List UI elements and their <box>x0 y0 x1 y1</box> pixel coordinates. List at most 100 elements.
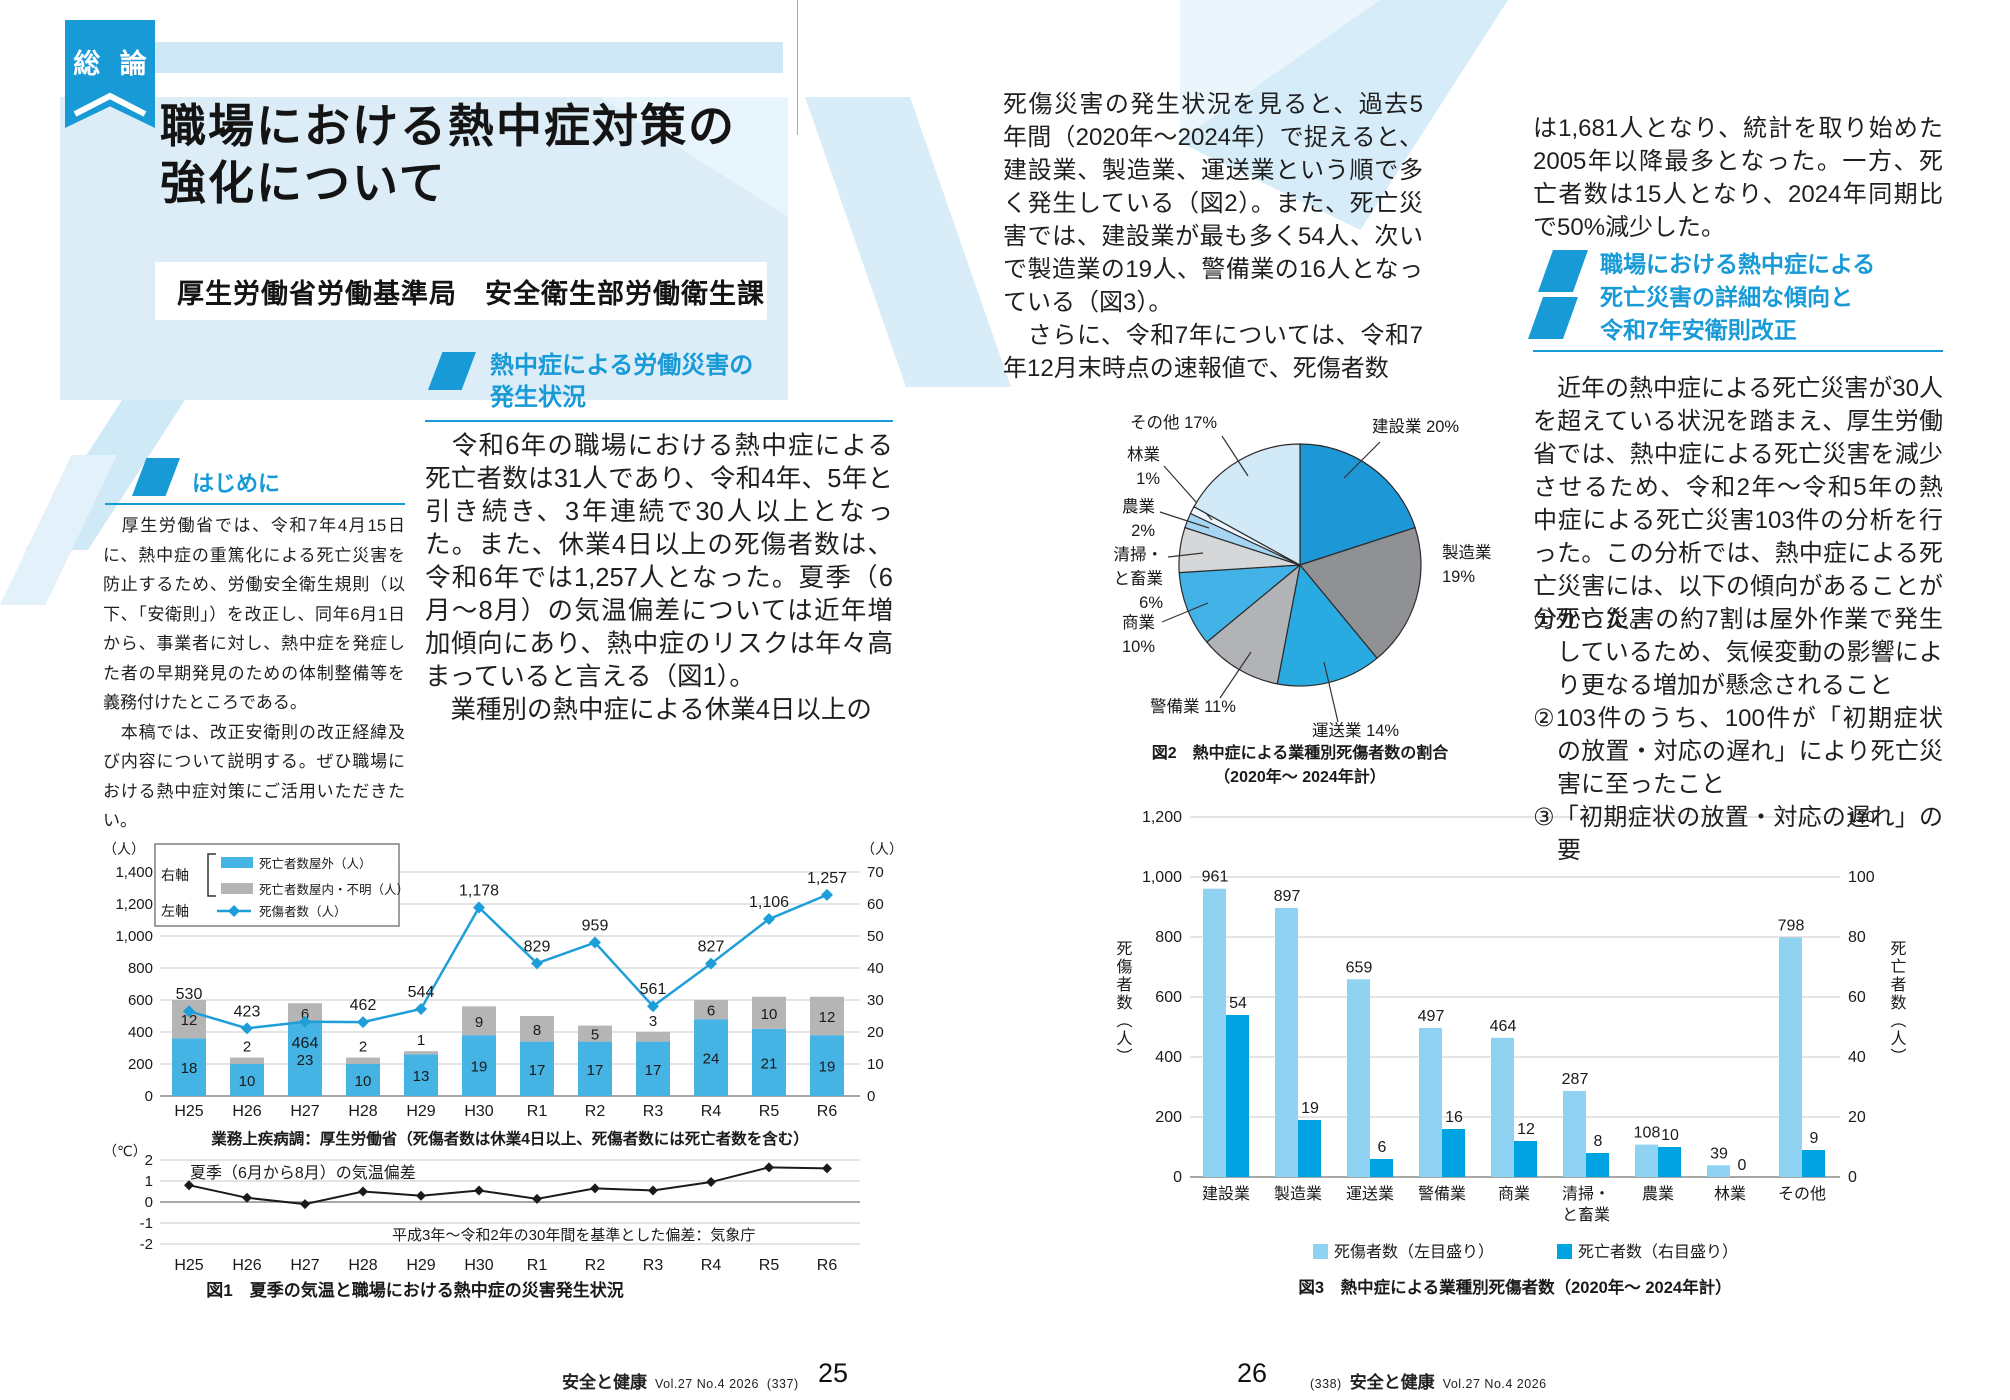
figure2-pie-chart: 建設業 20% 製造業 19% 運送業 14% 警備業 11% 商業 10% 清掃・と畜業 6%… <box>1114 413 1492 786</box>
svg-text:0: 0 <box>1738 1157 1747 1174</box>
svg-text:1,400: 1,400 <box>115 864 153 881</box>
svg-text:961: 961 <box>1202 869 1229 886</box>
svg-text:12: 12 <box>181 1012 198 1029</box>
svg-text:200: 200 <box>128 1056 153 1073</box>
svg-text:2: 2 <box>243 1039 251 1056</box>
svg-text:12: 12 <box>1517 1121 1535 1138</box>
svg-text:10: 10 <box>1661 1127 1679 1144</box>
page-number-right: 26 <box>1237 1358 1268 1388</box>
paragraph: 近年の熱中症による死亡災害が30人を超えている状況を踏まえ、厚生労働省では、熱中… <box>1533 375 1943 633</box>
svg-text:21: 21 <box>761 1055 778 1072</box>
issue-info: Vol.27 No.4 2026 <box>655 1377 759 1391</box>
svg-text:死傷者数（左目盛り）: 死傷者数（左目盛り） <box>1334 1243 1494 1261</box>
svg-text:2: 2 <box>145 1152 153 1169</box>
svg-text:死傷者数（人）: 死傷者数（人） <box>259 904 347 919</box>
svg-text:平成3年〜令和2年の30年間を基準とした偏差：気象庁: 平成3年〜令和2年の30年間を基準とした偏差：気象庁 <box>392 1227 755 1244</box>
svg-text:1%: 1% <box>1136 470 1160 488</box>
svg-text:19: 19 <box>471 1059 488 1076</box>
svg-text:商業: 商業 <box>1498 1185 1530 1203</box>
svg-text:530: 530 <box>176 986 203 1003</box>
page-number-left: 25 <box>818 1358 849 1388</box>
svg-text:798: 798 <box>1778 918 1805 935</box>
svg-text:R1: R1 <box>527 1257 548 1274</box>
svg-text:左軸: 左軸 <box>161 903 189 919</box>
svg-text:17: 17 <box>645 1062 662 1079</box>
paragraph: 本稿では、改正安衛則の改正経緯及び内容について説明する。ぜひ職場における熱中症対… <box>103 722 405 831</box>
author-affiliation-box: 厚生労働省労働基準局 安全衛生部労働衛生課 <box>155 262 767 320</box>
svg-text:死傷者数（人）: 死傷者数（人） <box>1114 940 1133 1066</box>
svg-text:建設業: 建設業 <box>1202 1185 1250 1203</box>
svg-text:1: 1 <box>145 1173 153 1190</box>
section-heading-hajimeni: はじめに <box>192 471 281 496</box>
section-heading-hassei: 熱中症による労働災害の 発生状況 <box>490 352 754 411</box>
diagonal-tail-decoration <box>805 97 1011 387</box>
svg-text:右軸: 右軸 <box>161 867 189 883</box>
svg-text:3: 3 <box>649 1013 657 1030</box>
svg-text:H25: H25 <box>174 1257 203 1274</box>
svg-text:図1 夏季の気温と職場における熱中症の災害発生状況: 図1 夏季の気温と職場における熱中症の災害発生状況 <box>206 1280 623 1300</box>
paragraph: さらに、令和7年については、令和7年12月末時点の速報値で、死傷者数 <box>1003 322 1423 382</box>
svg-text:運送業: 運送業 <box>1346 1185 1394 1203</box>
svg-text:8: 8 <box>533 1022 541 1039</box>
body-column: 死傷災害の発生状況を見ると、過去5年間（2020年〜2024年）で捉えると、建設… <box>1003 88 1423 385</box>
svg-text:2: 2 <box>359 1039 367 1056</box>
svg-text:544: 544 <box>408 984 435 1001</box>
svg-text:13: 13 <box>413 1068 430 1085</box>
series-page: (338) <box>1310 1377 1342 1391</box>
svg-text:9: 9 <box>1810 1130 1819 1147</box>
issue-info: Vol.27 No.4 2026 <box>1442 1377 1547 1391</box>
svg-text:R5: R5 <box>759 1103 780 1120</box>
svg-text:警備業 11%: 警備業 11% <box>1150 697 1236 716</box>
svg-text:464: 464 <box>1490 1018 1517 1035</box>
section-slash-icon <box>1538 250 1588 292</box>
svg-text:H30: H30 <box>464 1257 493 1274</box>
svg-text:829: 829 <box>524 938 551 955</box>
svg-text:1,200: 1,200 <box>115 896 153 913</box>
svg-text:60: 60 <box>867 896 884 913</box>
svg-text:0: 0 <box>145 1194 153 1211</box>
svg-text:5: 5 <box>591 1027 599 1044</box>
svg-text:16: 16 <box>1445 1109 1463 1126</box>
svg-text:659: 659 <box>1346 959 1373 976</box>
svg-text:120: 120 <box>1848 809 1875 826</box>
svg-text:600: 600 <box>128 992 153 1009</box>
section-slash-icon <box>1528 297 1578 339</box>
svg-text:H29: H29 <box>406 1257 435 1274</box>
paragraph: 厚生労働省では、令和7年4月15日に、熱中症の重篤化による死亡災害を防止するため… <box>103 516 405 712</box>
svg-text:H27: H27 <box>290 1257 319 1274</box>
svg-text:2%: 2% <box>1131 522 1155 540</box>
svg-text:H25: H25 <box>174 1103 203 1120</box>
svg-text:1,106: 1,106 <box>749 894 789 911</box>
ribbon-chevron-icon <box>73 92 147 117</box>
svg-text:農業: 農業 <box>1122 497 1155 516</box>
svg-text:423: 423 <box>234 1003 261 1020</box>
svg-text:R6: R6 <box>817 1103 838 1120</box>
svg-text:0: 0 <box>867 1088 875 1105</box>
svg-text:（人）: （人） <box>103 841 145 857</box>
svg-text:H28: H28 <box>348 1257 377 1274</box>
svg-text:-1: -1 <box>140 1215 153 1232</box>
svg-text:1,178: 1,178 <box>459 883 499 900</box>
paragraph: ①死亡災害の約7割は屋外作業で発生しているため、気候変動の影響により更なる増加が… <box>1533 606 1943 699</box>
svg-text:10: 10 <box>239 1073 256 1090</box>
svg-text:R4: R4 <box>701 1257 722 1274</box>
svg-text:50: 50 <box>867 928 884 945</box>
svg-text:1: 1 <box>417 1032 425 1049</box>
svg-text:H29: H29 <box>406 1103 435 1120</box>
section-rule <box>1533 350 1943 352</box>
series-page: (337) <box>766 1377 799 1391</box>
svg-text:製造業: 製造業 <box>1274 1185 1322 1203</box>
svg-text:800: 800 <box>128 960 153 977</box>
svg-text:39: 39 <box>1710 1145 1728 1162</box>
svg-text:497: 497 <box>1418 1008 1445 1025</box>
paragraph: は1,681人となり、統計を取り始めた2005年以降最多となった。一方、死亡者数… <box>1533 115 1943 241</box>
svg-text:死亡者数屋内・不明（人）: 死亡者数屋内・不明（人） <box>259 882 409 897</box>
journal-name: 安全と健康 <box>1349 1373 1435 1392</box>
svg-text:と畜業: と畜業 <box>1114 569 1164 588</box>
body-column: 厚生労働省では、令和7年4月15日に、熱中症の重篤化による死亡災害を防止するため… <box>103 511 405 836</box>
svg-text:1,257: 1,257 <box>807 870 847 887</box>
svg-text:製造業: 製造業 <box>1442 543 1492 562</box>
svg-text:（2020年〜 2024年計）: （2020年〜 2024年計） <box>1214 767 1386 786</box>
